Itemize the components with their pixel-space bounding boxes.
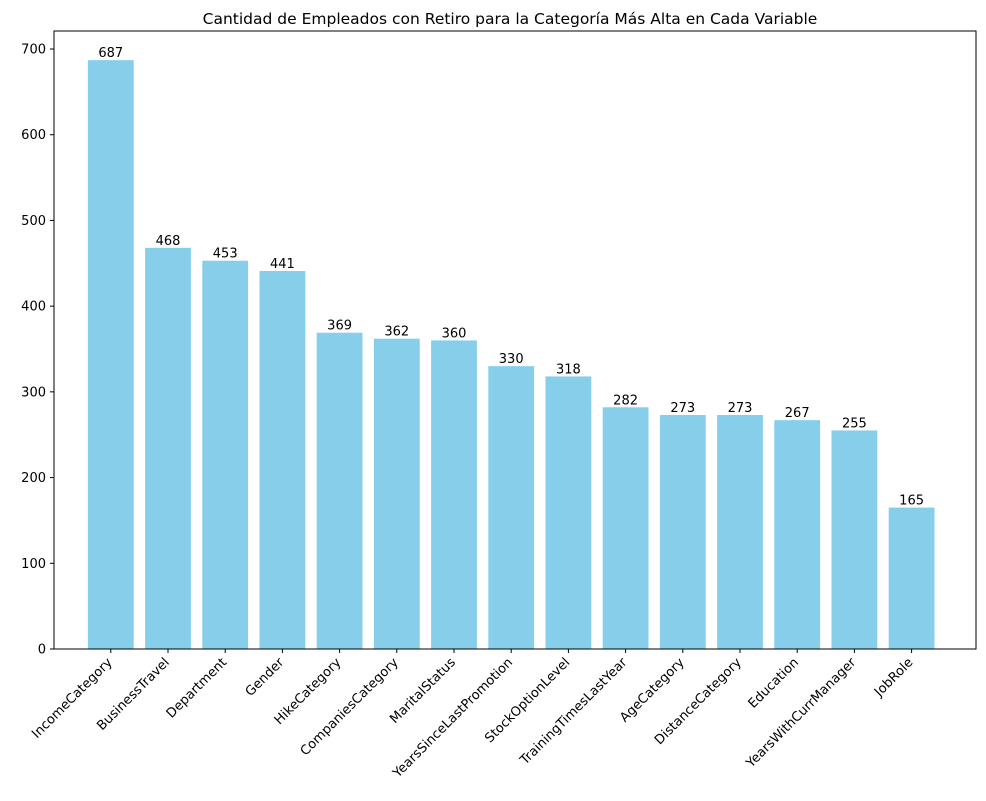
y-tick-label: 200	[21, 471, 46, 486]
data-labels-group: 687 468 453 441 369 362 360 330 318 282 273 273 267 2…	[98, 46, 924, 508]
data-label: 360	[442, 326, 467, 341]
data-label: 687	[98, 46, 123, 61]
x-tick-label: JobRole	[871, 655, 916, 700]
bar	[431, 340, 477, 649]
data-label: 362	[384, 325, 409, 340]
data-label: 369	[327, 319, 352, 334]
x-tick-label: CompaniesCategory	[298, 655, 402, 759]
y-axis: 0 100 200 300 400 500 600 700	[21, 43, 54, 658]
y-tick-label: 400	[21, 300, 46, 315]
data-label: 165	[899, 494, 924, 509]
bar	[774, 420, 821, 649]
x-tick-label: Department	[164, 655, 230, 721]
bar	[87, 60, 134, 649]
bar	[602, 407, 649, 649]
data-label: 330	[499, 352, 524, 367]
data-label: 273	[728, 401, 753, 416]
y-tick-label: 0	[38, 643, 46, 658]
y-tick-label: 500	[21, 214, 46, 229]
x-tick-label: TrainingTimesLastYear	[517, 655, 631, 769]
data-label: 273	[670, 401, 695, 416]
bar	[259, 271, 306, 649]
y-tick-label: 600	[21, 128, 46, 143]
data-label: 468	[156, 234, 181, 249]
data-label: 441	[270, 257, 295, 272]
data-label: 282	[613, 393, 638, 408]
data-label: 453	[213, 247, 238, 262]
bar	[717, 415, 763, 649]
bar	[373, 338, 420, 649]
chart-title: Cantidad de Empleados con Retiro para la…	[203, 10, 818, 28]
data-label: 318	[556, 362, 581, 377]
x-tick-label: YearsWithCurrManager	[743, 655, 860, 772]
x-tick-label: Education	[746, 655, 802, 711]
bar	[316, 332, 363, 649]
bar	[488, 366, 535, 649]
x-tick-label: YearsSinceLastPromotion	[390, 655, 516, 781]
y-tick-label: 300	[21, 385, 46, 400]
y-tick-label: 700	[21, 43, 46, 58]
data-label: 255	[842, 416, 867, 431]
bar	[545, 376, 592, 649]
bar	[202, 260, 249, 649]
bars-group	[87, 60, 935, 649]
bar	[831, 430, 878, 649]
x-tick-label: Gender	[243, 655, 288, 700]
data-label: 267	[785, 406, 810, 421]
bar	[888, 507, 935, 649]
plot-area-frame	[53, 30, 977, 650]
bar	[659, 415, 706, 649]
bar	[145, 247, 191, 649]
y-tick-label: 100	[21, 557, 46, 572]
